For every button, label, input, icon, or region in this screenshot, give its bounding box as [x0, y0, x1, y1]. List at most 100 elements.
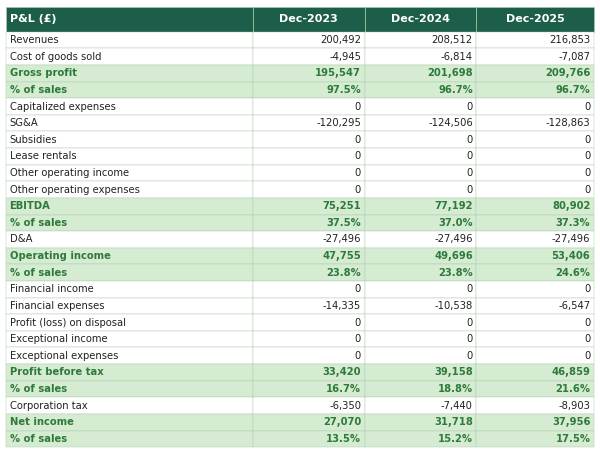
Bar: [6, 298, 253, 314]
Bar: [476, 181, 594, 198]
Bar: [476, 331, 594, 347]
Bar: [476, 364, 594, 381]
Text: 0: 0: [584, 317, 590, 327]
Text: -27,496: -27,496: [323, 234, 361, 244]
Text: 0: 0: [467, 168, 473, 178]
Bar: [365, 7, 476, 32]
Bar: [476, 32, 594, 49]
Bar: [365, 314, 476, 331]
Text: 27,070: 27,070: [323, 417, 361, 427]
Text: 23.8%: 23.8%: [326, 268, 361, 278]
Text: -8,903: -8,903: [559, 400, 590, 411]
Bar: [476, 115, 594, 132]
Bar: [253, 7, 365, 32]
Text: 0: 0: [355, 351, 361, 361]
Text: 0: 0: [467, 102, 473, 112]
Text: 47,755: 47,755: [322, 251, 361, 261]
Bar: [253, 381, 365, 397]
Text: 77,192: 77,192: [434, 201, 473, 211]
Bar: [253, 132, 365, 148]
Bar: [476, 414, 594, 430]
Bar: [365, 414, 476, 430]
Bar: [365, 65, 476, 82]
Text: 53,406: 53,406: [551, 251, 590, 261]
Bar: [253, 414, 365, 430]
Bar: [476, 165, 594, 181]
Text: % of sales: % of sales: [10, 434, 67, 444]
Text: 39,158: 39,158: [434, 367, 473, 377]
Text: -6,547: -6,547: [558, 301, 590, 311]
Bar: [476, 314, 594, 331]
Text: 0: 0: [467, 135, 473, 145]
Text: 0: 0: [467, 317, 473, 327]
Text: 0: 0: [355, 135, 361, 145]
Text: 96.7%: 96.7%: [556, 85, 590, 95]
Text: Lease rentals: Lease rentals: [10, 151, 76, 161]
Text: 0: 0: [355, 185, 361, 195]
Bar: [365, 115, 476, 132]
Text: 0: 0: [584, 351, 590, 361]
Text: 37.5%: 37.5%: [326, 218, 361, 228]
Bar: [365, 331, 476, 347]
Text: Dec-2025: Dec-2025: [506, 14, 565, 24]
Bar: [365, 148, 476, 165]
Bar: [6, 7, 253, 32]
Bar: [476, 381, 594, 397]
Bar: [365, 248, 476, 264]
Bar: [6, 82, 253, 98]
Text: -14,335: -14,335: [323, 301, 361, 311]
Bar: [6, 347, 253, 364]
Bar: [6, 65, 253, 82]
Bar: [476, 430, 594, 447]
Bar: [6, 115, 253, 132]
Text: -128,863: -128,863: [546, 118, 590, 128]
Text: 0: 0: [355, 151, 361, 161]
Bar: [253, 215, 365, 231]
Text: 216,853: 216,853: [549, 35, 590, 45]
Text: 17.5%: 17.5%: [556, 434, 590, 444]
Text: 96.7%: 96.7%: [438, 85, 473, 95]
Text: -124,506: -124,506: [428, 118, 473, 128]
Bar: [253, 331, 365, 347]
Bar: [6, 231, 253, 248]
Text: 0: 0: [584, 334, 590, 344]
Text: 0: 0: [467, 334, 473, 344]
Bar: [476, 231, 594, 248]
Bar: [476, 98, 594, 115]
Text: -27,496: -27,496: [552, 234, 590, 244]
Bar: [476, 347, 594, 364]
Bar: [6, 132, 253, 148]
Bar: [253, 231, 365, 248]
Text: Gross profit: Gross profit: [10, 68, 77, 78]
Text: -6,814: -6,814: [441, 52, 473, 62]
Text: -7,087: -7,087: [559, 52, 590, 62]
Text: % of sales: % of sales: [10, 384, 67, 394]
Text: % of sales: % of sales: [10, 85, 67, 95]
Bar: [253, 347, 365, 364]
Text: 23.8%: 23.8%: [438, 268, 473, 278]
Bar: [253, 32, 365, 49]
Text: 16.7%: 16.7%: [326, 384, 361, 394]
Text: Exceptional expenses: Exceptional expenses: [10, 351, 118, 361]
Text: 97.5%: 97.5%: [326, 85, 361, 95]
Bar: [365, 198, 476, 215]
Bar: [365, 364, 476, 381]
Bar: [6, 281, 253, 298]
Text: D&A: D&A: [10, 234, 32, 244]
Text: 37.3%: 37.3%: [556, 218, 590, 228]
Text: Operating income: Operating income: [10, 251, 110, 261]
Text: 0: 0: [584, 151, 590, 161]
Text: 0: 0: [355, 317, 361, 327]
Bar: [253, 98, 365, 115]
Text: 0: 0: [467, 151, 473, 161]
Bar: [253, 248, 365, 264]
Bar: [476, 132, 594, 148]
Bar: [476, 7, 594, 32]
Bar: [6, 181, 253, 198]
Text: Profit before tax: Profit before tax: [10, 367, 103, 377]
Bar: [365, 430, 476, 447]
Text: 33,420: 33,420: [323, 367, 361, 377]
Bar: [365, 298, 476, 314]
Text: Financial income: Financial income: [10, 284, 94, 294]
Bar: [6, 414, 253, 430]
